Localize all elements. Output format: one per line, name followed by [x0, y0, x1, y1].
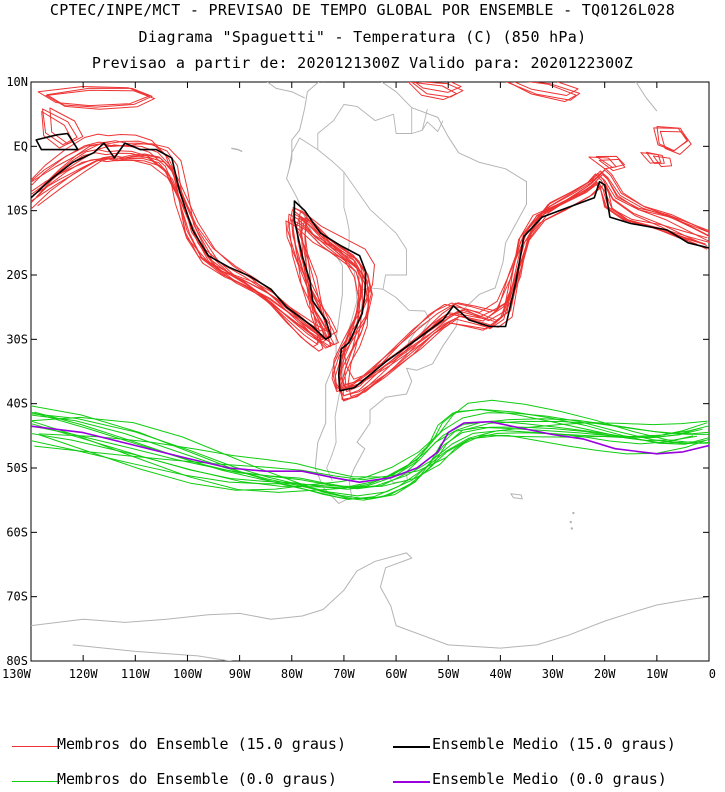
lat-label-10N: 10N [6, 75, 28, 89]
lon-label-10W: 10W [646, 667, 668, 681]
axis-ticks [30, 81, 710, 662]
member-0-line-13 [31, 414, 709, 500]
south-america-coast [286, 82, 527, 504]
member-15-line-8 [35, 152, 709, 398]
legend-label-mean-0: Ensemble Medio (0.0 graus) [432, 770, 667, 788]
country-border-4 [382, 288, 431, 359]
ensemble-means-layer [31, 132, 709, 483]
member-15-loop-3-0 [506, 82, 577, 103]
member-15-loop-4-0 [659, 130, 692, 155]
legend-swatch-mean-15 [393, 746, 430, 748]
member-15-loop-5-1 [595, 155, 625, 168]
member-15-loop-6-2 [640, 152, 662, 164]
member-15-loop-1-2 [49, 107, 84, 145]
mean-15-line-0 [35, 132, 79, 151]
member-15-loop-0-1 [46, 87, 153, 108]
member-15-loop-0-0 [45, 89, 156, 110]
lat-label-60S: 60S [6, 525, 28, 539]
lat-label-80S: 80S [6, 654, 28, 668]
member-15-loop-1-1 [42, 108, 78, 146]
member-15-loop-3-1 [513, 82, 579, 96]
member-15-line-4 [31, 140, 706, 397]
lon-label-30W: 30W [542, 667, 564, 681]
members-0-layer [31, 399, 709, 501]
member-0-line-2 [31, 413, 698, 497]
member-15-loop-3-2 [505, 82, 581, 101]
lon-label-130W: 130W [2, 667, 32, 681]
member-15-line-5 [39, 149, 709, 397]
antarctica-coast [31, 552, 709, 649]
member-15-line-1 [31, 143, 697, 390]
member-15-loop-1-0 [41, 111, 74, 149]
mean-0-line-0 [31, 420, 709, 483]
member-15-line-10 [37, 154, 705, 385]
lat-label-70S: 70S [6, 590, 28, 604]
country-border-1 [317, 104, 394, 150]
member-15-line-12 [31, 153, 708, 390]
title-line-2: Diagrama "Spaguetti" - Temperatura (C) (… [138, 28, 587, 46]
legend-label-mean-15: Ensemble Medio (15.0 graus) [432, 735, 676, 753]
lon-label-90W: 90W [229, 667, 251, 681]
member-15-loop-2-0 [414, 82, 462, 93]
central-america-coast [266, 82, 306, 99]
country-border-0 [299, 137, 358, 292]
lon-label-110W: 110W [121, 667, 151, 681]
country-border-2 [288, 137, 300, 169]
legend-label-members-0: Membros do Ensemble (0.0 graus) [57, 770, 337, 788]
member-0-line-10 [31, 409, 709, 493]
mean-15-line-1 [31, 142, 709, 392]
lon-label-40W: 40W [490, 667, 512, 681]
ross-ice-shelf-coast [72, 644, 234, 661]
sandwich-island-2 [570, 527, 574, 530]
lon-label-60W: 60W [385, 667, 407, 681]
title-line-1: CPTEC/INPE/MCT - PREVISAO DE TEMPO GLOBA… [49, 1, 676, 19]
south-georgia [510, 493, 523, 500]
legend-swatch-mean-0 [393, 781, 430, 783]
lon-label-0: 0 [709, 667, 716, 681]
member-0-line-12 [34, 412, 709, 481]
member-15-line-11 [31, 159, 709, 393]
galapagos-islands [231, 147, 243, 153]
lon-label-50W: 50W [437, 667, 459, 681]
lon-label-100W: 100W [173, 667, 203, 681]
lat-label-10S: 10S [6, 204, 28, 218]
country-border-3 [343, 171, 407, 292]
member-15-loop-2-2 [407, 82, 457, 101]
lat-label-30S: 30S [6, 332, 28, 346]
member-0-line-1 [31, 416, 694, 500]
map-frame [30, 81, 710, 662]
lat-label-50S: 50S [6, 461, 28, 475]
lon-label-70W: 70W [333, 667, 355, 681]
legend-swatch-members-15 [12, 746, 60, 747]
sandwich-island-0 [572, 511, 575, 515]
member-15-loop-4-2 [653, 127, 688, 152]
lon-label-20W: 20W [594, 667, 616, 681]
legend-swatch-members-0 [12, 781, 60, 782]
country-border-9 [421, 108, 428, 131]
lon-label-120W: 120W [69, 667, 99, 681]
member-0-line-9 [31, 425, 703, 490]
lat-label-EQ: EQ [14, 139, 28, 153]
lat-label-40S: 40S [6, 397, 28, 411]
members-15-layer [31, 82, 709, 402]
sandwich-island-1 [569, 520, 572, 524]
member-15-line-13 [31, 157, 709, 380]
legend-label-members-15: Membros do Ensemble (15.0 graus) [57, 735, 346, 753]
lat-label-20S: 20S [6, 268, 28, 282]
caribbean-coast [323, 82, 324, 83]
member-15-loop-0-2 [37, 86, 150, 107]
member-15-loop-4-1 [656, 126, 689, 152]
lon-label-80W: 80W [281, 667, 303, 681]
coastlines [31, 82, 709, 661]
africa-coast [635, 82, 658, 112]
title-line-3: Previsao a partir de: 2020121300Z Valido… [91, 54, 634, 72]
member-15-loop-5-2 [598, 158, 626, 172]
